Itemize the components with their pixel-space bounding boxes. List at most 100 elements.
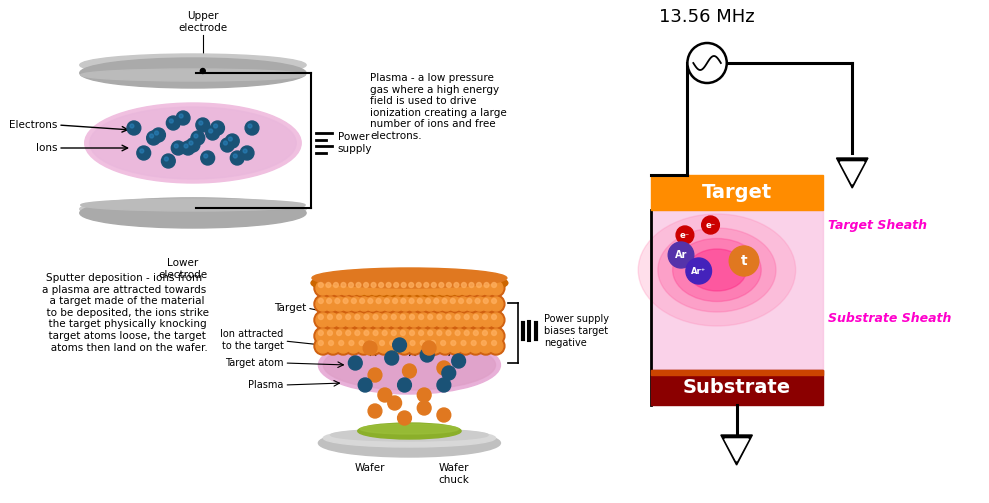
Circle shape (191, 131, 205, 145)
Circle shape (343, 329, 357, 343)
Circle shape (423, 297, 437, 311)
Circle shape (451, 341, 456, 346)
Circle shape (701, 216, 719, 234)
Circle shape (418, 330, 423, 336)
Circle shape (398, 329, 411, 343)
Circle shape (420, 348, 434, 362)
Circle shape (462, 329, 476, 343)
Text: Ar: Ar (674, 250, 687, 260)
Circle shape (437, 361, 451, 375)
Circle shape (368, 298, 373, 303)
Circle shape (405, 311, 423, 329)
Circle shape (423, 327, 441, 345)
Circle shape (439, 283, 444, 288)
Circle shape (199, 121, 203, 125)
Circle shape (416, 329, 430, 343)
Circle shape (387, 311, 405, 329)
Circle shape (164, 157, 168, 161)
Circle shape (377, 339, 391, 353)
Circle shape (482, 281, 495, 295)
Circle shape (417, 401, 431, 415)
Circle shape (341, 311, 359, 329)
Ellipse shape (323, 429, 495, 447)
Circle shape (437, 314, 442, 319)
Polygon shape (837, 158, 868, 188)
Circle shape (344, 337, 362, 355)
Ellipse shape (638, 214, 795, 326)
Circle shape (341, 327, 359, 345)
Circle shape (348, 283, 353, 288)
Text: e⁻: e⁻ (705, 220, 716, 229)
Circle shape (201, 151, 215, 165)
Circle shape (315, 313, 329, 327)
Circle shape (334, 329, 348, 343)
Circle shape (336, 314, 341, 319)
Circle shape (184, 144, 188, 148)
Circle shape (325, 313, 339, 327)
Text: e⁻: e⁻ (679, 230, 690, 239)
Circle shape (326, 298, 331, 303)
Circle shape (434, 298, 439, 303)
Circle shape (450, 279, 467, 297)
Circle shape (318, 330, 323, 336)
Circle shape (456, 297, 470, 311)
Circle shape (392, 314, 397, 319)
Ellipse shape (311, 269, 507, 297)
Circle shape (324, 297, 338, 311)
Circle shape (414, 327, 432, 345)
Circle shape (394, 283, 399, 288)
Circle shape (221, 138, 234, 152)
Circle shape (339, 341, 344, 346)
Circle shape (424, 283, 429, 288)
Circle shape (363, 341, 377, 355)
Circle shape (336, 339, 350, 353)
Text: Ions: Ions (36, 143, 57, 153)
Circle shape (384, 281, 398, 295)
Circle shape (484, 283, 489, 288)
Circle shape (452, 281, 465, 295)
Circle shape (441, 311, 459, 329)
Circle shape (360, 298, 365, 303)
Circle shape (482, 341, 487, 346)
Circle shape (378, 327, 396, 345)
Circle shape (360, 311, 377, 329)
Circle shape (393, 338, 406, 352)
Circle shape (331, 281, 345, 295)
Bar (651, 370, 823, 405)
Circle shape (346, 314, 351, 319)
Circle shape (398, 411, 411, 425)
Circle shape (417, 388, 431, 402)
Circle shape (211, 121, 225, 135)
Circle shape (373, 314, 378, 319)
Circle shape (201, 68, 206, 73)
Circle shape (329, 279, 347, 297)
Circle shape (380, 341, 385, 346)
Circle shape (214, 124, 218, 128)
Circle shape (455, 314, 460, 319)
Circle shape (687, 43, 727, 83)
Circle shape (479, 339, 493, 353)
Circle shape (442, 366, 456, 380)
Circle shape (355, 295, 373, 313)
Circle shape (392, 330, 397, 336)
Circle shape (430, 341, 435, 346)
Ellipse shape (687, 249, 747, 291)
Circle shape (431, 283, 436, 288)
Circle shape (130, 124, 134, 128)
Circle shape (355, 337, 373, 355)
Text: Substrate Sheath: Substrate Sheath (828, 311, 951, 324)
Ellipse shape (318, 429, 500, 457)
Circle shape (459, 281, 473, 295)
Circle shape (488, 295, 504, 313)
Text: Wafer: Wafer (355, 463, 386, 473)
Circle shape (405, 327, 423, 345)
Circle shape (375, 337, 393, 355)
Circle shape (459, 339, 473, 353)
Circle shape (490, 329, 502, 343)
Circle shape (380, 329, 394, 343)
Circle shape (469, 339, 483, 353)
Circle shape (479, 295, 496, 313)
Circle shape (397, 295, 414, 313)
Circle shape (450, 298, 455, 303)
Circle shape (338, 281, 352, 295)
